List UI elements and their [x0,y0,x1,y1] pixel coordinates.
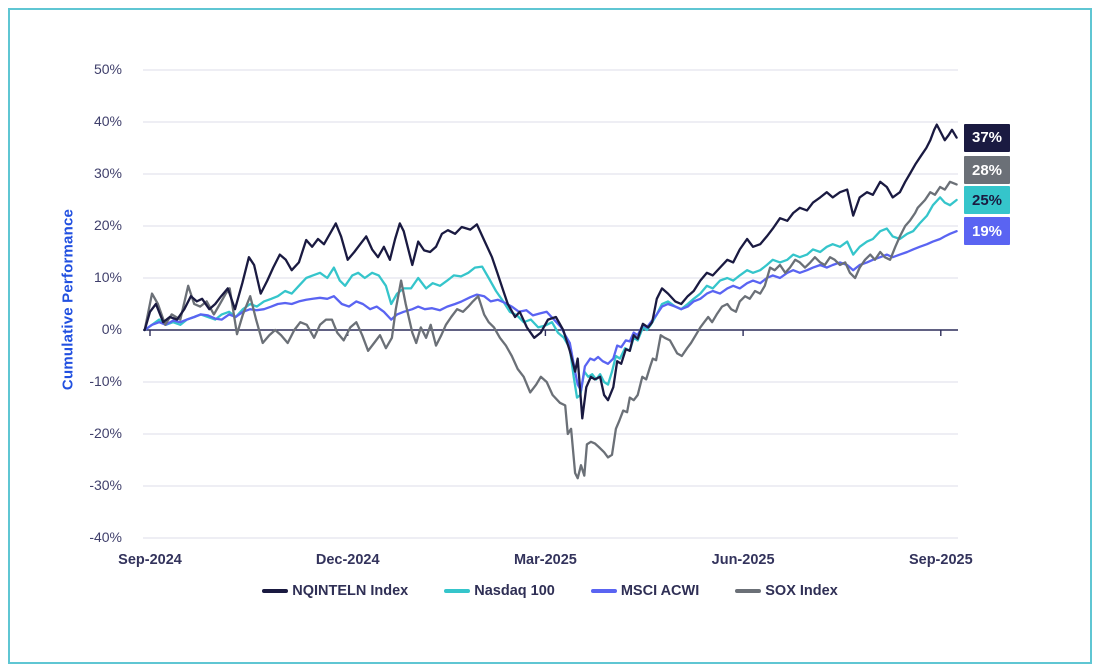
y-tick-label: 10% [93,269,122,285]
y-tick-label: 30% [93,165,122,181]
end-label-msci-acwi: 19% [964,217,1010,246]
legend-label: NQINTELN Index [292,583,409,599]
y-tick-label: -30% [89,477,122,493]
y-tick-label: -10% [89,373,122,389]
legend-item-nasdaq-100: Nasdaq 100 [444,583,555,599]
y-tick-label: -40% [89,529,122,545]
end-label-sox-index: 28% [964,156,1010,184]
y-tick-label: 50% [93,61,122,77]
legend-item-sox-index: SOX Index [735,583,838,599]
legend-item-nqinteln-index: NQINTELN Index [262,583,408,599]
end-label-nqinteln-index: 37% [964,123,1010,152]
legend-swatch [735,589,762,593]
chart-legend: NQINTELN Index Nasdaq 100 MSCI ACWI SOX Ind… [0,583,1100,599]
series-line-msci-acwi [143,230,958,392]
series-line-nqinteln-index [143,123,958,420]
legend-label: Nasdaq 100 [474,583,555,599]
y-tick-label: -20% [89,425,122,441]
series-line-nasdaq-100 [143,196,958,399]
end-label-nasdaq-100: 25% [964,186,1010,214]
series-line-sox-index [143,180,958,480]
legend-swatch [590,589,617,593]
legend-label: SOX Index [765,583,838,599]
y-tick-label: 0% [101,321,122,337]
y-tick-label: 20% [93,217,122,233]
x-tick-label: Sep-2025 [908,552,973,568]
legend-label: MSCI ACWI [620,583,700,599]
x-tick-label: Mar-2025 [513,552,577,568]
y-tick-label: 40% [93,113,122,129]
x-tick-label: Sep-2024 [118,552,182,568]
legend-swatch [262,589,289,593]
legend-swatch [444,589,471,593]
legend-item-msci-acwi: MSCI ACWI [590,583,700,599]
x-tick-label: Dec-2024 [315,552,380,568]
x-tick-label: Jun-2025 [711,552,775,568]
